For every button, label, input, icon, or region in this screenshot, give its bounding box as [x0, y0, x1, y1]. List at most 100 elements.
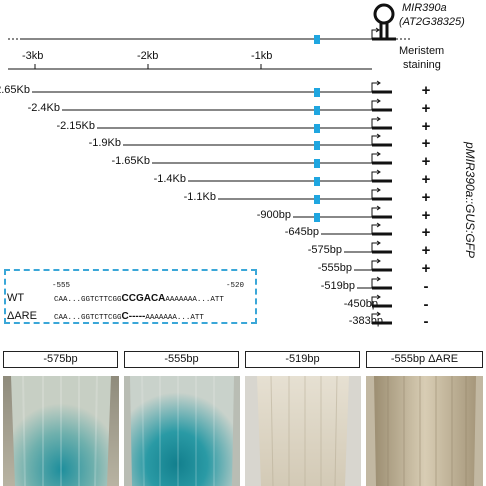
- staining-score: +: [421, 82, 431, 99]
- tss-arrow-icon: [371, 171, 379, 181]
- construct-label: -2.4Kb: [27, 102, 60, 114]
- construct-label: -1.65Kb: [111, 155, 150, 167]
- dare-seq-suffix: AAAAAAA...ATT: [145, 314, 204, 322]
- hairpin-loop-icon: [373, 3, 395, 25]
- construct-label: -575bp: [307, 244, 342, 256]
- promoter-diagram: [8, 3, 410, 325]
- are-element: [314, 213, 320, 222]
- tss-arrow-icon: [371, 189, 379, 199]
- panel-label-519: -519bp: [245, 351, 360, 368]
- construct-label: -645bp: [284, 226, 319, 238]
- tss-arrowhead-icon: [376, 133, 381, 139]
- wt-label: WT: [7, 292, 25, 304]
- tss-arrowhead-icon: [376, 187, 381, 193]
- dare-seq-motif: C-----: [121, 311, 146, 322]
- wt-seq-prefix: CAA...GGTCTTCGG: [54, 296, 122, 304]
- construct-label: -1.9Kb: [88, 137, 121, 149]
- sequence-pos-start: -555: [52, 282, 71, 290]
- tss-arrowhead-icon: [376, 169, 381, 175]
- staining-score: +: [421, 100, 431, 117]
- staining-score: +: [421, 242, 431, 259]
- tss-arrow-icon: [371, 278, 379, 288]
- panel-label-555-dare: -555bp ΔARE: [366, 351, 483, 368]
- tss-arrowhead-icon: [376, 276, 381, 282]
- are-element: [314, 159, 320, 168]
- construct-label: -2.65Kb: [0, 84, 30, 96]
- tss-arrowhead-icon: [376, 116, 381, 122]
- staining-score: +: [421, 189, 431, 206]
- wt-seq-suffix: AAAAAAA...ATT: [165, 296, 224, 304]
- staining-score: +: [421, 118, 431, 135]
- side-label: pMIR390a::GUS:GFP: [463, 141, 477, 259]
- staining-score: +: [421, 171, 431, 188]
- are-element: [314, 195, 320, 204]
- wt-seq-motif: CCGACA: [121, 293, 166, 304]
- staining-score: -: [423, 313, 429, 330]
- are-element: [314, 106, 320, 115]
- are-element: [314, 141, 320, 150]
- gene-agi: (AT2G38325): [399, 16, 465, 28]
- micrograph-575bp: [3, 376, 119, 486]
- tss-arrow-icon: [371, 135, 379, 145]
- column-header-staining: staining: [403, 59, 441, 71]
- dare-seq-prefix: CAA...GGTCTTCGG: [54, 314, 122, 322]
- tick-label-2kb: -2kb: [137, 50, 159, 62]
- tss-arrow-icon: [371, 118, 379, 128]
- are-element: [314, 177, 320, 186]
- dare-sequence: CAA...GGTCTTCGGC-----AAAAAAA...ATT: [54, 311, 204, 322]
- construct-label: -1.1Kb: [183, 191, 216, 203]
- construct-label: -1.4Kb: [153, 173, 186, 185]
- tick-label-1kb: -1kb: [251, 50, 273, 62]
- are-element: [314, 88, 320, 97]
- tss-arrowhead-icon: [376, 151, 381, 157]
- tss-arrow-icon: [371, 100, 379, 110]
- construct-rows: [32, 80, 392, 325]
- construct-label: -519bp: [320, 280, 355, 292]
- construct-label: -383bp: [348, 315, 383, 327]
- tick-label-3kb: -3kb: [22, 50, 44, 62]
- tss-arrow-icon: [371, 224, 379, 234]
- construct-label: -2.15Kb: [56, 120, 95, 132]
- tss-arrowhead-icon: [376, 311, 381, 317]
- construct-label: -555bp: [317, 262, 352, 274]
- tss-arrowhead-icon: [376, 222, 381, 228]
- tss-arrowhead-icon: [376, 98, 381, 104]
- tss-arrow-icon: [371, 296, 379, 306]
- tss-arrow-icon: [371, 82, 379, 92]
- micrograph-519bp: [245, 376, 361, 486]
- construct-label: -450bp: [343, 298, 378, 310]
- gene-name: MIR390a: [402, 2, 447, 14]
- staining-score: +: [421, 224, 431, 241]
- staining-score: +: [421, 153, 431, 170]
- tss-arrowhead-icon: [376, 240, 381, 246]
- panel-label-555: -555bp: [124, 351, 239, 368]
- tss-arrow-icon: [371, 260, 379, 270]
- staining-score: +: [421, 207, 431, 224]
- tss-arrowhead-icon: [376, 294, 381, 300]
- tss-arrow-icon: [371, 242, 379, 252]
- staining-score: +: [421, 260, 431, 277]
- panel-label-575: -575bp: [3, 351, 118, 368]
- tss-arrow-icon: [371, 313, 379, 323]
- dare-label: ΔARE: [7, 310, 37, 322]
- tss-arrowhead-icon: [375, 27, 380, 33]
- construct-label: -900bp: [256, 209, 291, 221]
- micrograph-555bp: [124, 376, 240, 486]
- staining-score: -: [423, 278, 429, 295]
- column-header-meristem: Meristem: [399, 45, 445, 57]
- staining-score: -: [423, 296, 429, 313]
- sequence-box: [4, 269, 257, 324]
- wt-sequence: CAA...GGTCTTCGGCCGACAAAAAAAA...ATT: [54, 293, 224, 304]
- micrograph-555bp-dare: [366, 376, 483, 486]
- tss-arrow-icon: [371, 153, 379, 163]
- sequence-pos-end: -520: [226, 282, 245, 290]
- staining-score: +: [421, 135, 431, 152]
- tss-arrowhead-icon: [376, 258, 381, 264]
- tss-arrow-icon: [371, 207, 379, 217]
- tss-arrowhead-icon: [376, 205, 381, 211]
- tss-arrowhead-icon: [376, 80, 381, 86]
- are-element: [314, 124, 320, 133]
- tss-arrow-icon: [371, 29, 378, 39]
- are-element-top: [314, 35, 320, 44]
